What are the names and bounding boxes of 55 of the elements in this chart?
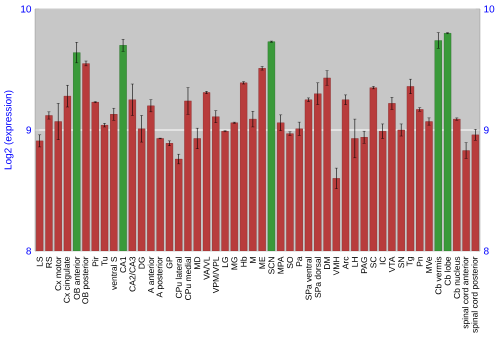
x-tick-label: M: [250, 257, 256, 263]
x-tick-label: SCN: [268, 257, 274, 274]
y2-tick-label: 8: [484, 247, 489, 255]
y-tick-label: 8: [26, 247, 32, 255]
x-tick-label: Pir: [92, 256, 98, 266]
x-tick-label: SPa ventral: [305, 257, 312, 300]
x-tick-label: Pa: [296, 256, 302, 266]
x-tick-label: spinal cord posterior: [471, 256, 480, 333]
x-tick-label: CPu lateral: [176, 257, 182, 298]
x-tick-label: VPM/VPL: [212, 256, 219, 294]
x-tick-label: ventral S: [110, 256, 117, 290]
x-tick-label: A posterior: [156, 256, 164, 298]
x-tick-label: SN: [398, 257, 404, 268]
x-tick-label: MPA: [278, 256, 284, 274]
x-tick-label: Pn: [416, 257, 423, 266]
x-tick-label: spinal cord anterior: [462, 256, 470, 329]
y-tick-label: 9: [26, 126, 32, 134]
x-tick-label: RS: [46, 256, 52, 268]
x-tick-label: Cb vermis: [435, 256, 442, 294]
x-tick-label: CA2/CA3: [129, 256, 136, 292]
y-tick-label: 10: [21, 5, 32, 13]
x-tick-label: Cb lobe: [444, 256, 451, 286]
y2-tick-label: 10: [484, 5, 494, 13]
x-tick-label: VTA: [389, 256, 395, 272]
x-tick-label: OB anterior: [74, 256, 80, 300]
x-tick-label: A anterior: [148, 256, 154, 294]
x-tick-label: MVe: [426, 256, 432, 273]
x-tick-label: Cx motor: [55, 256, 62, 290]
x-tick-label: DM: [324, 257, 330, 269]
x-tick-label: Arc: [342, 256, 349, 270]
x-tick-label: LH: [352, 257, 358, 267]
x-tick-label: IC: [380, 256, 386, 264]
x-tick-label: OB posterior: [82, 256, 90, 304]
x-tick-label: SC: [370, 256, 376, 268]
x-tick-label: SPa dorsal: [314, 257, 321, 298]
x-tick-label: Hb: [240, 256, 247, 267]
x-tick-label: PAG: [361, 257, 368, 274]
x-tick-label: VA/VL: [203, 256, 210, 280]
x-tick-label: Cb nucleus: [454, 256, 460, 299]
x-tick-label: LS: [36, 256, 43, 266]
x-tick-label: GP: [166, 256, 172, 268]
x-tick-label: SO: [286, 256, 293, 268]
x-tick-label: Cx cingulate: [63, 256, 72, 303]
x-tick-label: VMH: [333, 257, 340, 276]
x-tick-label: Tu: [102, 257, 108, 266]
x-tick-label: DG: [138, 257, 145, 269]
x-tick-label: MG: [231, 257, 238, 270]
x-tick-label: CA1: [120, 256, 126, 273]
x-tick-label: MD: [194, 256, 200, 269]
x-tick-label: Tg: [406, 256, 414, 266]
x-tick-label: LG: [222, 257, 228, 268]
x-tick-label: CPu medial: [184, 257, 192, 300]
y2-tick-label: 9: [484, 126, 489, 134]
x-tick-label: ME: [259, 256, 266, 269]
y-axis-title: Log2 (expression): [4, 90, 14, 170]
